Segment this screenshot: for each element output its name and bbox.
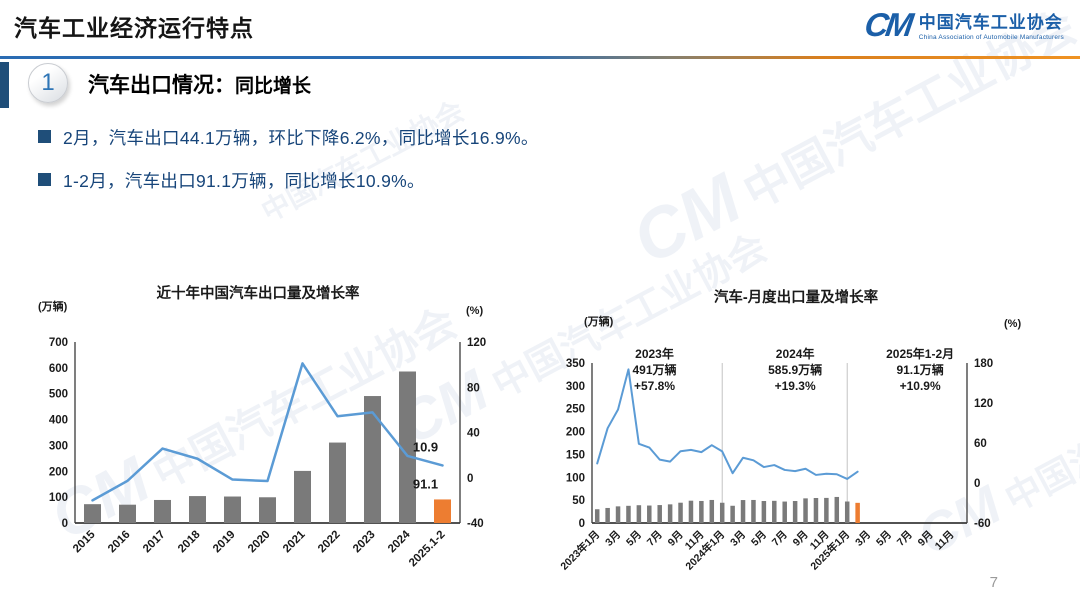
svg-text:300: 300 <box>49 440 68 452</box>
svg-text:(%): (%) <box>466 305 483 317</box>
svg-text:400: 400 <box>49 415 68 427</box>
svg-text:近十年中国汽车出口量及增长率: 近十年中国汽车出口量及增长率 <box>157 284 360 302</box>
svg-text:100: 100 <box>49 492 68 504</box>
bullet-square-icon <box>38 173 51 186</box>
monthly-export-chart: 汽车-月度出口量及增长率 (万辆) (%) 0 50 100 150 200 250 300 350… <box>556 285 1080 600</box>
svg-text:350: 350 <box>566 358 585 370</box>
annual-export-chart-svg: 近十年中国汽车出口量及增长率(万辆) (%)0100200300400500600… <box>38 284 486 570</box>
svg-text:120: 120 <box>974 398 993 410</box>
svg-text:+57.8%: +57.8% <box>634 379 675 393</box>
svg-text:(%): (%) <box>1004 318 1021 330</box>
svg-text:2025.1-2: 2025.1-2 <box>407 529 448 570</box>
bullet-text: 1-2月，汽车出口91.1万辆，同比增长10.9%。 <box>63 171 425 191</box>
svg-text:40: 40 <box>467 428 480 440</box>
svg-text:585.9万辆: 585.9万辆 <box>768 362 822 377</box>
section-title: 汽车出口情况：同比增长 <box>88 69 311 99</box>
svg-text:11月: 11月 <box>933 529 957 553</box>
svg-text:2022: 2022 <box>316 529 343 556</box>
svg-text:2021: 2021 <box>281 528 308 555</box>
svg-text:+10.9%: +10.9% <box>900 379 941 393</box>
svg-text:500: 500 <box>49 389 68 401</box>
svg-text:+19.3%: +19.3% <box>775 379 816 393</box>
bullet-text: 2月，汽车出口44.1万辆，环比下降6.2%，同比增长16.9%。 <box>63 128 539 148</box>
svg-text:150: 150 <box>566 449 585 461</box>
svg-text:0: 0 <box>974 478 980 490</box>
svg-text:3月: 3月 <box>728 529 748 549</box>
svg-text:2020: 2020 <box>246 529 273 556</box>
org-logo: CM 中国汽车工业协会 China Association of Automob… <box>862 6 1064 43</box>
svg-text:60: 60 <box>974 438 987 450</box>
svg-text:50: 50 <box>572 495 585 507</box>
svg-text:2015: 2015 <box>71 528 98 555</box>
svg-text:2018: 2018 <box>176 528 203 555</box>
svg-text:250: 250 <box>566 404 585 416</box>
svg-text:91.1: 91.1 <box>413 476 438 491</box>
logo-name-cn: 中国汽车工业协会 <box>918 13 1063 32</box>
bullet-item: 1-2月，汽车出口91.1万辆，同比增长10.9%。 <box>38 168 425 193</box>
section-title-sub: 同比增长 <box>235 76 312 97</box>
svg-text:3月: 3月 <box>603 529 623 549</box>
watermark: 中国汽车工业协会 <box>256 95 469 228</box>
svg-text:5月: 5月 <box>624 529 644 549</box>
svg-text:9月: 9月 <box>666 529 686 549</box>
svg-text:600: 600 <box>49 363 68 375</box>
svg-text:200: 200 <box>566 427 585 439</box>
svg-text:2024: 2024 <box>386 528 413 555</box>
svg-text:2023年: 2023年 <box>635 346 674 361</box>
page-number: 7 <box>989 574 998 591</box>
svg-text:9月: 9月 <box>791 529 811 549</box>
svg-text:180: 180 <box>974 358 993 370</box>
bullet-item: 2月，汽车出口44.1万辆，环比下降6.2%，同比增长16.9%。 <box>38 125 539 150</box>
bullet-square-icon <box>38 130 51 143</box>
svg-text:2025年1-2月: 2025年1-2月 <box>886 346 954 361</box>
svg-text:2023年1月: 2023年1月 <box>558 528 603 573</box>
svg-text:0: 0 <box>62 518 68 530</box>
svg-text:3月: 3月 <box>853 529 873 549</box>
svg-text:700: 700 <box>49 337 68 349</box>
svg-text:91.1万辆: 91.1万辆 <box>896 362 943 377</box>
svg-text:5月: 5月 <box>749 529 769 549</box>
svg-text:2019: 2019 <box>211 529 238 556</box>
page-title: 汽车工业经济运行特点 <box>14 15 254 41</box>
svg-text:5月: 5月 <box>874 529 894 549</box>
svg-text:10.9: 10.9 <box>413 439 438 454</box>
svg-text:-40: -40 <box>467 518 484 530</box>
svg-text:300: 300 <box>566 381 585 393</box>
svg-text:2017: 2017 <box>141 529 168 556</box>
logo-name-en: China Association of Automobile Manufact… <box>918 34 1064 41</box>
svg-text:7月: 7月 <box>770 529 790 549</box>
svg-text:7月: 7月 <box>645 529 665 549</box>
svg-text:120: 120 <box>467 337 486 349</box>
svg-text:汽车-月度出口量及增长率: 汽车-月度出口量及增长率 <box>714 288 879 306</box>
svg-text:0: 0 <box>467 473 473 485</box>
watermark: CM中国汽车工业协会 <box>620 0 1080 279</box>
annual-export-chart: 近十年中国汽车出口量及增长率 (万辆) (%) 0 100 200 300 400 500 600… <box>18 282 518 597</box>
svg-text:2016: 2016 <box>106 529 133 556</box>
section-title-main: 汽车出口情况： <box>88 74 235 97</box>
svg-text:-60: -60 <box>974 518 991 530</box>
svg-text:491万辆: 491万辆 <box>632 362 676 377</box>
left-edge-accent <box>0 62 9 108</box>
monthly-export-chart-svg: 汽车-月度出口量及增长率 (万辆) (%) 0 50 100 150 200 250 300 350… <box>558 288 1022 573</box>
svg-text:(万辆): (万辆) <box>38 299 68 313</box>
svg-text:7月: 7月 <box>895 529 915 549</box>
svg-text:9月: 9月 <box>916 529 936 549</box>
svg-text:80: 80 <box>467 382 480 394</box>
section-number-badge: 1 <box>28 63 68 103</box>
header-divider <box>0 56 1080 59</box>
svg-text:2023: 2023 <box>351 529 378 556</box>
svg-text:(万辆): (万辆) <box>584 314 614 328</box>
svg-text:200: 200 <box>49 466 68 478</box>
svg-text:100: 100 <box>566 472 585 484</box>
svg-text:2024年: 2024年 <box>776 346 815 361</box>
cm-logo-icon: CM <box>862 6 914 43</box>
svg-text:0: 0 <box>579 518 585 530</box>
